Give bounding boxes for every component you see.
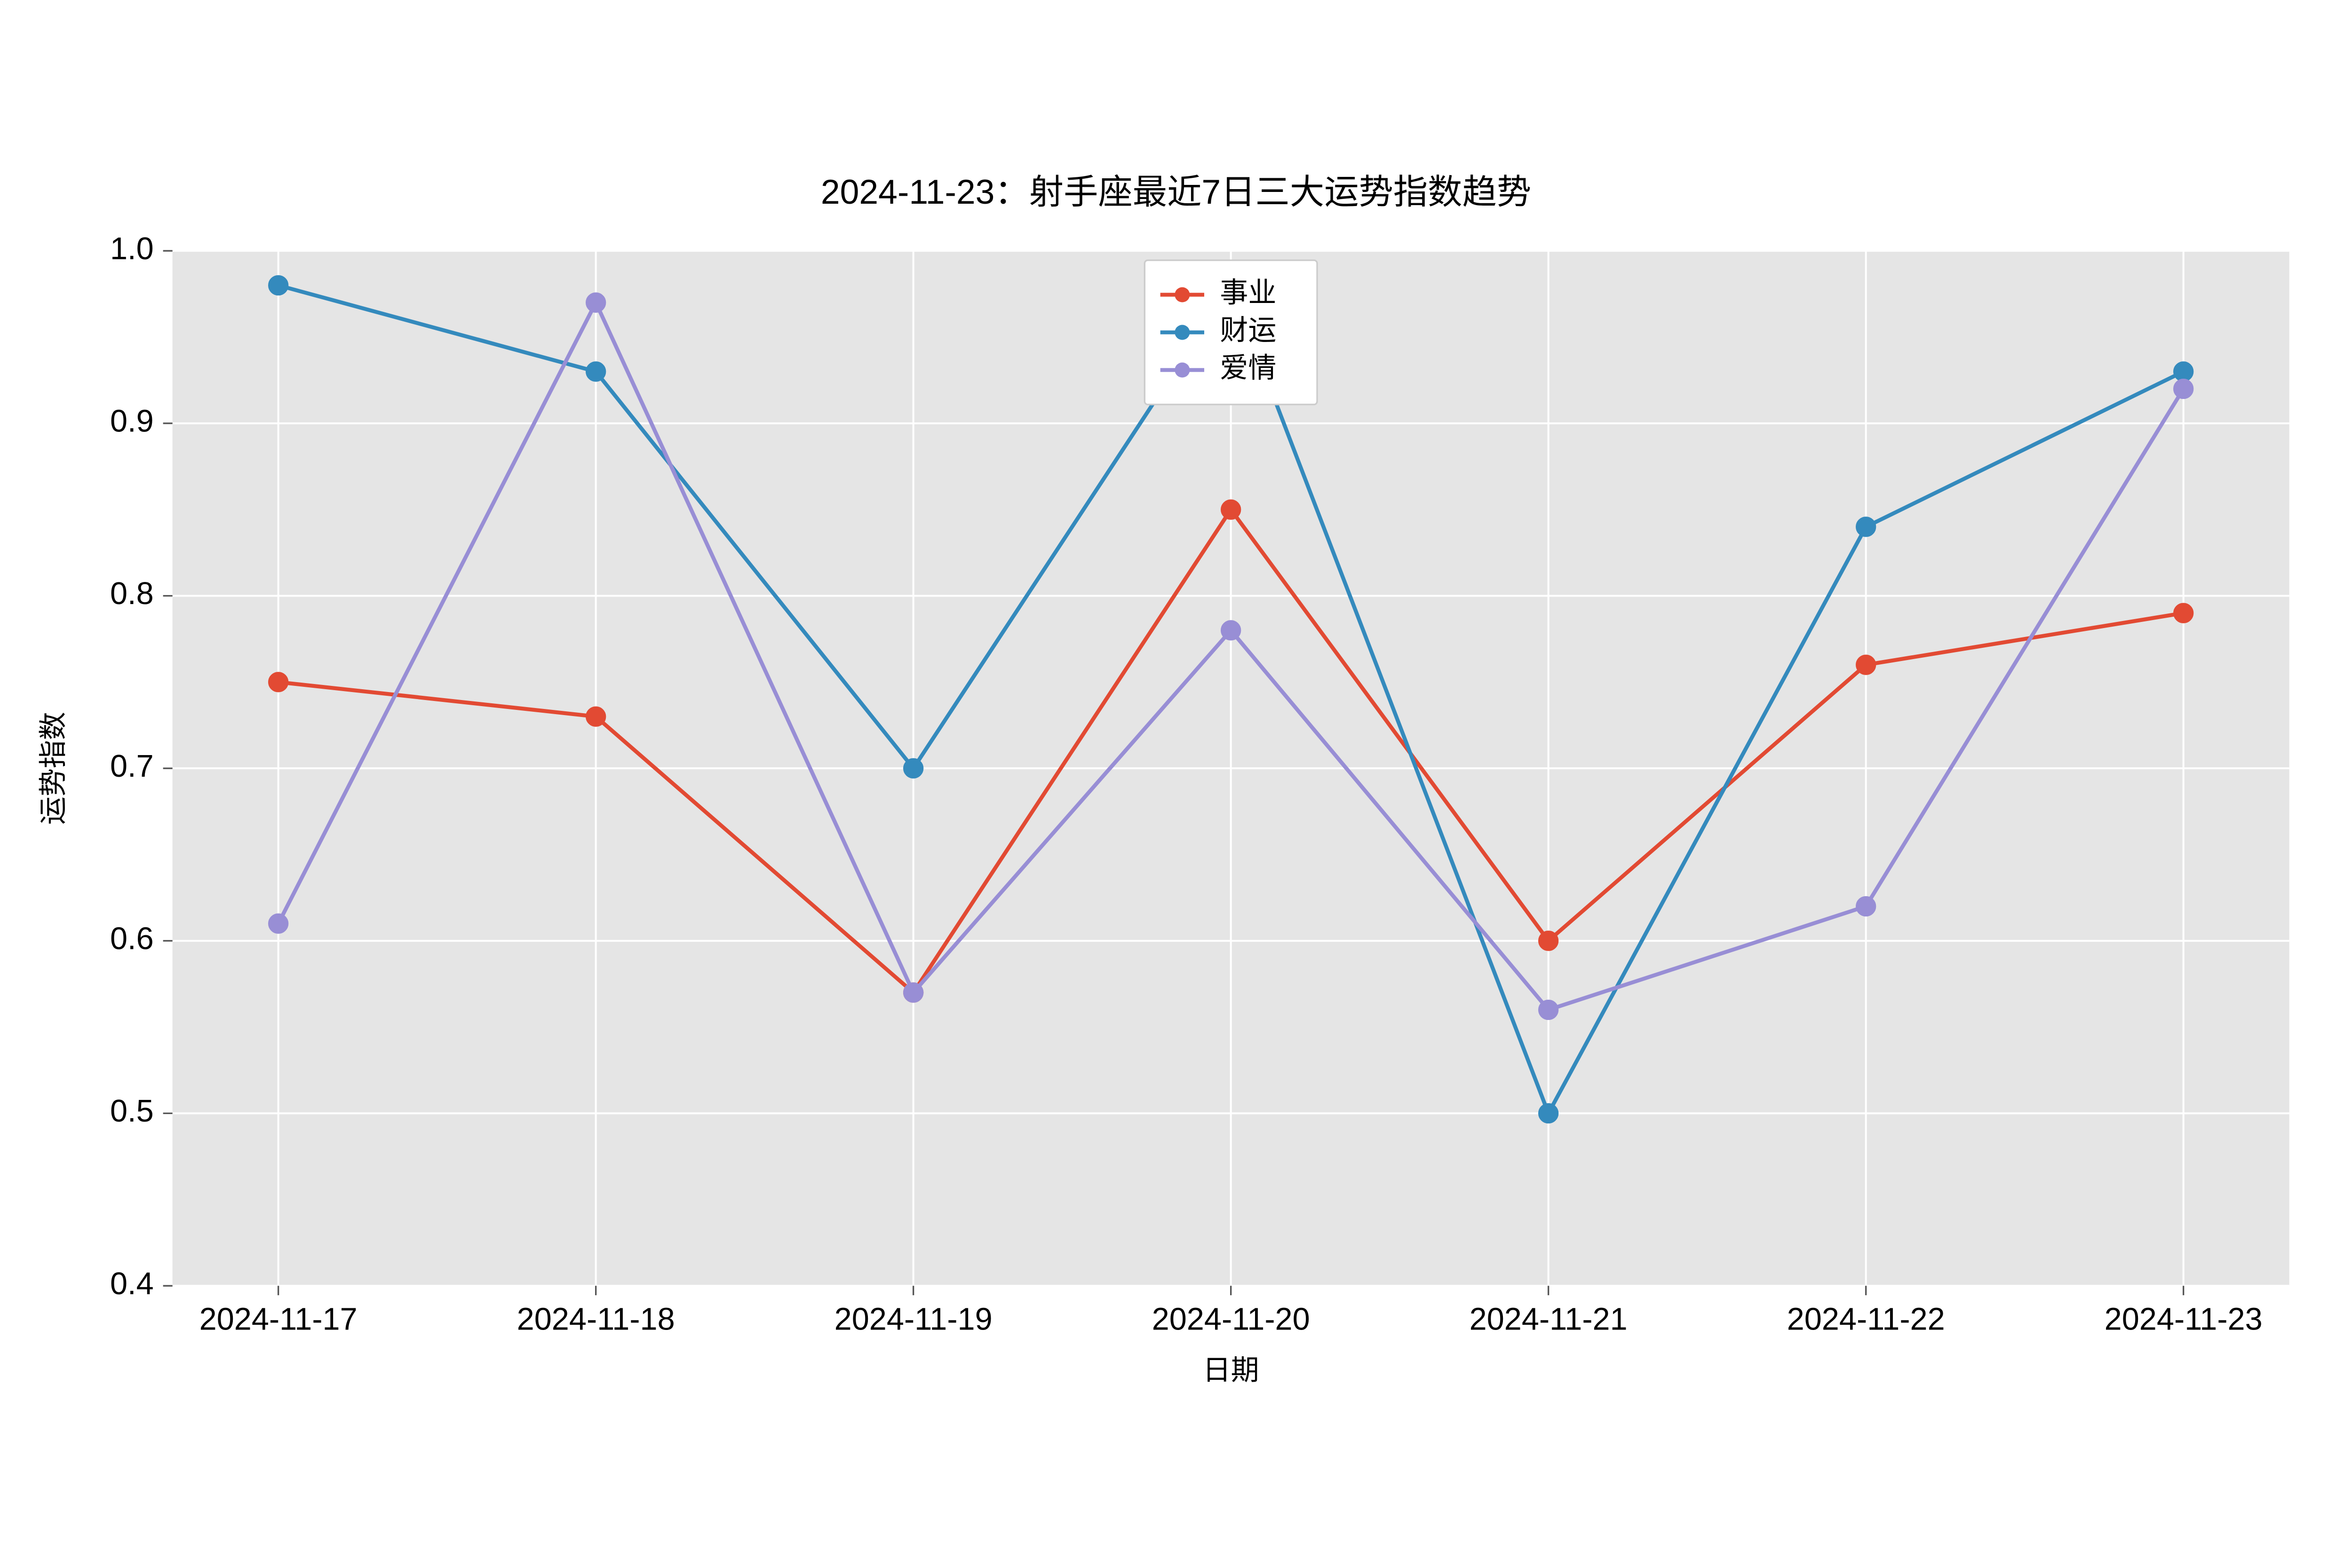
series-marker	[269, 914, 288, 933]
series-marker	[904, 983, 923, 1002]
legend-label: 事业	[1220, 277, 1276, 308]
y-tick-label: 0.8	[110, 576, 154, 611]
x-tick-label: 2024-11-23	[2105, 1302, 2263, 1337]
y-tick-label: 0.5	[110, 1094, 154, 1129]
y-tick-label: 0.7	[110, 749, 154, 784]
chart-container: 0.4 0.5 0.6 0.7 0.8 0.9 1.0 2024-11-17 2024-11-1…	[0, 0, 2352, 1568]
y-tick-label: 1.0	[110, 231, 154, 266]
series-marker	[587, 707, 605, 726]
series-marker	[1539, 1001, 1558, 1019]
y-axis-label: 运势指数	[37, 712, 69, 825]
y-tick-label: 0.4	[110, 1266, 154, 1301]
series-marker	[269, 673, 288, 692]
series-marker	[1539, 1104, 1558, 1123]
legend-label: 财运	[1220, 314, 1276, 346]
chart-title: 2024-11-23：射手座最近7日三大运势指数趋势	[821, 173, 1531, 211]
series-marker	[587, 293, 605, 312]
series-marker	[1857, 655, 1875, 674]
series-marker	[2174, 362, 2193, 381]
series-marker	[269, 276, 288, 295]
series-marker	[1222, 621, 1240, 640]
x-tick-label: 2024-11-21	[1470, 1302, 1628, 1337]
x-tick-label: 2024-11-22	[1787, 1302, 1945, 1337]
series-marker	[1222, 500, 1240, 519]
series-marker	[1539, 931, 1558, 950]
legend: 事业财运爱情	[1144, 260, 1317, 405]
x-tick-label: 2024-11-20	[1152, 1302, 1310, 1337]
line-chart: 0.4 0.5 0.6 0.7 0.8 0.9 1.0 2024-11-17 2024-11-1…	[0, 0, 2352, 1568]
y-tick-label: 0.9	[110, 404, 154, 438]
series-marker	[904, 759, 923, 778]
series-marker	[587, 362, 605, 381]
y-tick-label: 0.6	[110, 921, 154, 956]
series-marker	[2174, 380, 2193, 398]
series-marker	[2174, 604, 2193, 622]
x-tick-label: 2024-11-17	[199, 1302, 358, 1337]
x-tick-label: 2024-11-19	[834, 1302, 993, 1337]
series-marker	[1857, 897, 1875, 916]
series-marker	[1857, 517, 1875, 536]
x-tick-label: 2024-11-18	[517, 1302, 675, 1337]
x-axis-label: 日期	[1203, 1354, 1259, 1386]
legend-label: 爱情	[1220, 352, 1276, 383]
